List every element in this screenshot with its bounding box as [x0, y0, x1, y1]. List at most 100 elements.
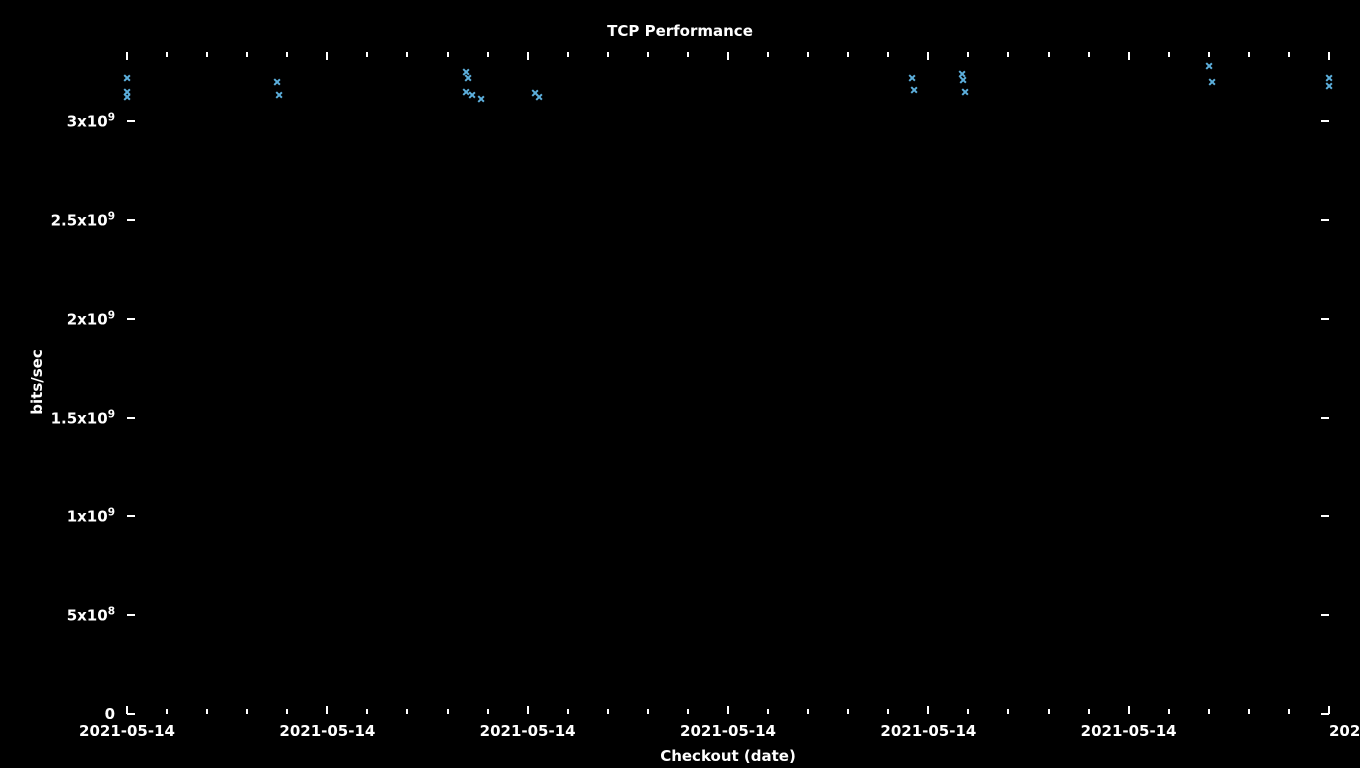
x-minor-tick — [1088, 52, 1090, 57]
x-minor-tick — [1168, 52, 1170, 57]
x-major-tick — [1128, 706, 1130, 714]
x-major-tick — [1128, 52, 1130, 60]
data-marker — [479, 96, 485, 102]
x-major-tick — [527, 52, 529, 60]
y-tick-label: 5x108 — [67, 606, 115, 625]
x-minor-tick — [1288, 709, 1290, 714]
x-major-tick — [727, 706, 729, 714]
y-tick — [1321, 219, 1329, 221]
x-minor-tick — [206, 52, 208, 57]
y-tick — [127, 713, 135, 715]
x-tick-label: 2021-05-14 — [79, 722, 175, 740]
x-minor-tick — [1208, 52, 1210, 57]
x-minor-tick — [1048, 52, 1050, 57]
x-minor-tick — [847, 709, 849, 714]
x-minor-tick — [567, 709, 569, 714]
x-minor-tick — [807, 52, 809, 57]
x-minor-tick — [406, 52, 408, 57]
x-minor-tick — [366, 709, 368, 714]
x-minor-tick — [687, 709, 689, 714]
y-tick — [1321, 515, 1329, 517]
x-minor-tick — [847, 52, 849, 57]
x-minor-tick — [887, 52, 889, 57]
y-tick — [1321, 614, 1329, 616]
x-major-tick — [1328, 52, 1330, 60]
data-marker — [911, 87, 917, 93]
x-major-tick — [126, 52, 128, 60]
x-major-tick — [326, 52, 328, 60]
x-minor-tick — [1088, 709, 1090, 714]
x-minor-tick — [487, 52, 489, 57]
y-tick — [127, 614, 135, 616]
x-minor-tick — [246, 52, 248, 57]
x-minor-tick — [166, 52, 168, 57]
x-minor-tick — [767, 52, 769, 57]
x-minor-tick — [1007, 52, 1009, 57]
y-tick-label: 1.5x109 — [51, 408, 115, 427]
x-tick-label: 2021-05-14 — [279, 722, 375, 740]
x-major-tick — [527, 706, 529, 714]
y-tick-label: 2x109 — [67, 309, 115, 328]
y-tick — [127, 515, 135, 517]
x-tick-label: 2021-05-14 — [1081, 722, 1177, 740]
x-minor-tick — [967, 52, 969, 57]
y-tick-label: 0 — [105, 705, 115, 723]
data-marker — [909, 75, 915, 81]
x-minor-tick — [1288, 52, 1290, 57]
y-tick-label: 2.5x109 — [51, 210, 115, 229]
x-tick-label: 2021-05-14 — [480, 722, 576, 740]
x-minor-tick — [1048, 709, 1050, 714]
x-major-tick — [927, 706, 929, 714]
x-minor-tick — [1248, 709, 1250, 714]
x-minor-tick — [567, 52, 569, 57]
x-minor-tick — [687, 52, 689, 57]
x-axis-label: Checkout (date) — [628, 747, 828, 765]
x-minor-tick — [487, 709, 489, 714]
x-minor-tick — [166, 709, 168, 714]
y-tick — [127, 318, 135, 320]
x-minor-tick — [1248, 52, 1250, 57]
x-minor-tick — [206, 709, 208, 714]
x-minor-tick — [246, 709, 248, 714]
data-marker — [469, 92, 475, 98]
x-tick-label: 2021-05-14 — [880, 722, 976, 740]
x-major-tick — [1328, 706, 1330, 714]
x-minor-tick — [1208, 709, 1210, 714]
data-marker — [1206, 63, 1212, 69]
data-marker — [962, 89, 968, 95]
chart-title: TCP Performance — [0, 22, 1360, 40]
x-minor-tick — [447, 709, 449, 714]
data-marker — [124, 94, 130, 100]
x-minor-tick — [807, 709, 809, 714]
y-axis-label: bits/sec — [28, 282, 46, 482]
y-tick — [127, 417, 135, 419]
data-marker — [274, 79, 280, 85]
x-major-tick — [927, 52, 929, 60]
y-tick — [1321, 120, 1329, 122]
y-tick-label: 3x109 — [67, 112, 115, 131]
y-tick — [127, 219, 135, 221]
x-minor-tick — [1168, 709, 1170, 714]
x-tick-label: 2021-05-1 — [1329, 722, 1360, 740]
x-minor-tick — [607, 52, 609, 57]
plot-area — [127, 52, 1329, 714]
data-marker — [277, 92, 283, 98]
x-minor-tick — [647, 52, 649, 57]
y-tick — [1321, 318, 1329, 320]
x-minor-tick — [967, 709, 969, 714]
data-marker — [1209, 79, 1215, 85]
data-marker — [1326, 75, 1332, 81]
x-minor-tick — [406, 709, 408, 714]
x-minor-tick — [647, 709, 649, 714]
x-minor-tick — [767, 709, 769, 714]
x-minor-tick — [286, 709, 288, 714]
data-marker — [124, 75, 130, 81]
x-minor-tick — [366, 52, 368, 57]
x-minor-tick — [286, 52, 288, 57]
x-minor-tick — [447, 52, 449, 57]
x-tick-label: 2021-05-14 — [680, 722, 776, 740]
x-major-tick — [727, 52, 729, 60]
y-tick — [1321, 417, 1329, 419]
data-marker — [536, 94, 542, 100]
x-minor-tick — [1007, 709, 1009, 714]
